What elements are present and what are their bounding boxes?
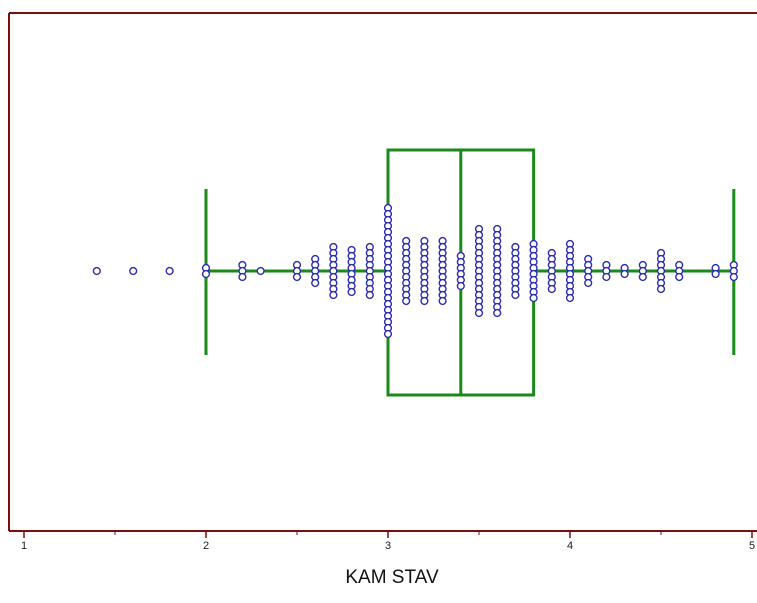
data-point (547, 284, 556, 294)
data-point (238, 272, 247, 282)
data-point (292, 272, 302, 282)
x-axis-label: KAM STAV (345, 567, 439, 588)
data-point (165, 266, 174, 276)
data-point (675, 272, 684, 282)
data-point (347, 287, 356, 297)
data-point (711, 269, 720, 279)
data-points (92, 203, 738, 339)
data-point (456, 281, 465, 291)
x-tick-label: 1 (21, 540, 27, 552)
data-point (129, 266, 138, 276)
data-point (565, 293, 575, 303)
data-point (92, 266, 101, 276)
data-point (383, 329, 393, 339)
data-point (365, 290, 374, 300)
data-point (729, 272, 738, 282)
data-point (529, 293, 538, 303)
data-point (638, 272, 647, 282)
x-tick-label: 2 (203, 540, 209, 552)
box-plot (204, 148, 736, 397)
x-axis: 1 2 3 4 5 (21, 531, 755, 552)
data-point (201, 269, 211, 279)
data-point (311, 278, 320, 288)
plot-frame (8, 12, 757, 532)
data-point (656, 284, 666, 294)
data-point (420, 296, 429, 306)
x-tick-label: 3 (385, 540, 391, 552)
data-point (602, 272, 611, 282)
data-point (256, 266, 265, 276)
data-point (584, 278, 593, 288)
data-point (620, 269, 629, 279)
x-tick-label: 4 (567, 540, 573, 552)
data-point (511, 290, 520, 300)
data-point (402, 296, 411, 306)
data-point (493, 308, 502, 318)
data-point (438, 296, 447, 306)
data-point (329, 290, 338, 300)
data-point (474, 308, 484, 318)
x-tick-label: 5 (749, 540, 755, 552)
